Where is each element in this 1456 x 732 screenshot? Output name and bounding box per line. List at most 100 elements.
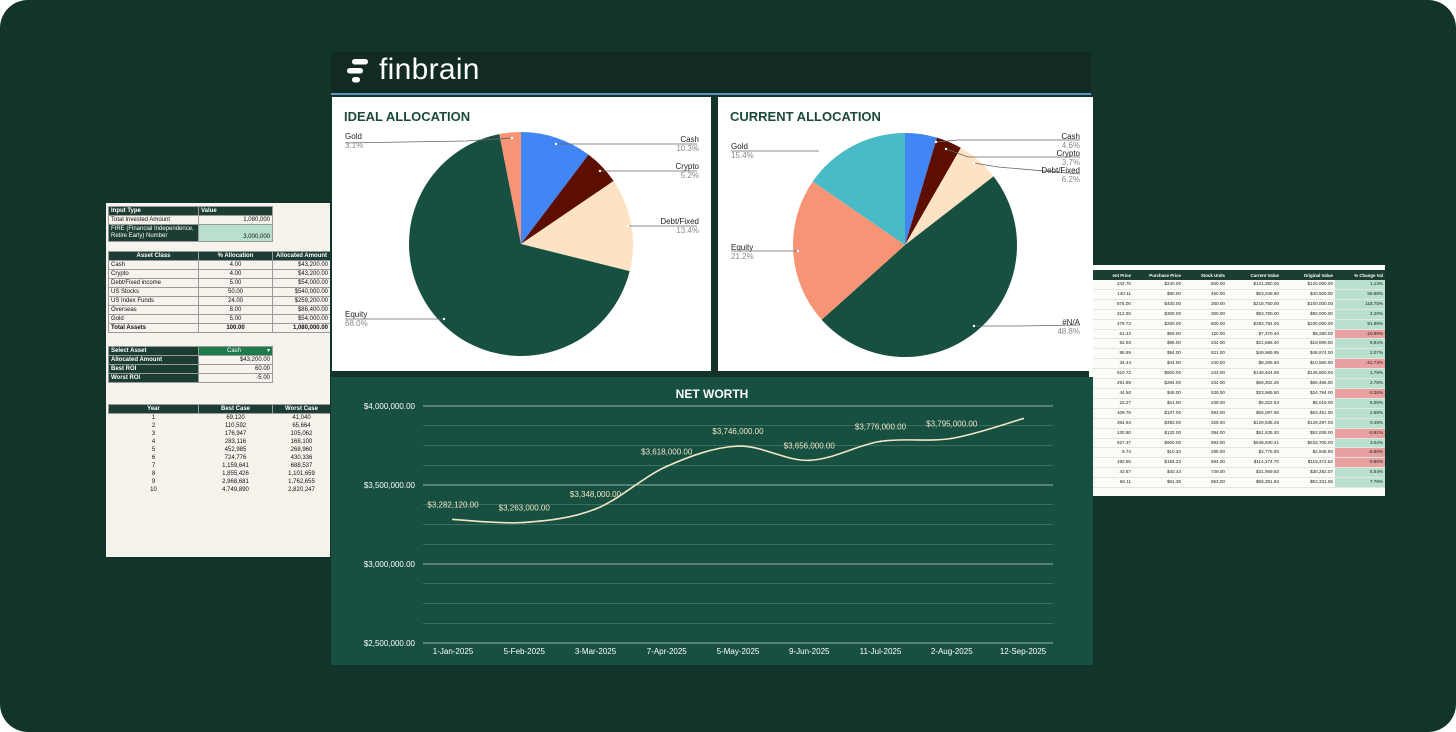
current-value-cell[interactable]: $114,374.70 xyxy=(1227,457,1281,469)
asset-amount-cell[interactable]: $54,000.00 xyxy=(272,278,330,288)
worst-case-cell[interactable]: 268,960 xyxy=(290,447,313,453)
asset-pct-cell[interactable]: 4.00 xyxy=(198,269,273,279)
best-roi-value[interactable]: 60.00 xyxy=(198,364,273,374)
purchase-price-cell[interactable]: $107.00 xyxy=(1133,408,1183,419)
asset-amount-cell[interactable]: $540,000.00 xyxy=(272,287,330,297)
purchase-price-cell[interactable]: $300.00 xyxy=(1133,309,1183,320)
pct-change-cell[interactable]: 0.49% xyxy=(1335,418,1385,429)
pie-slice-cash[interactable] xyxy=(905,133,937,245)
best-case-cell[interactable]: 4,749,890 xyxy=(222,487,249,493)
current-value-cell[interactable]: $121,350.00 xyxy=(1227,280,1281,290)
original-value-cell[interactable]: $63,451.00 xyxy=(1281,408,1335,419)
current-value-cell[interactable]: $93,780.00 xyxy=(1227,309,1281,320)
original-value-cell[interactable]: $48,974.00 xyxy=(1281,348,1335,360)
stock-units-cell[interactable]: 521.00 xyxy=(1183,348,1227,360)
current-price-cell[interactable]: 875.00 xyxy=(1089,299,1133,310)
pct-change-cell[interactable]: -3.26% xyxy=(1335,388,1385,399)
current-value-cell[interactable]: $56,391.83 xyxy=(1227,477,1281,489)
stock-units-cell[interactable]: 594.00 xyxy=(1183,457,1227,469)
asset-amount-cell[interactable]: $259,200.00 xyxy=(272,296,330,306)
current-value-cell[interactable]: $31,959.83 xyxy=(1227,467,1281,479)
pct-change-cell[interactable]: 2.58% xyxy=(1335,408,1385,419)
current-value-cell[interactable]: $8,265.60 xyxy=(1227,358,1281,370)
best-case-cell[interactable]: 69,120 xyxy=(226,415,245,421)
purchase-price-cell[interactable]: $393.00 xyxy=(1133,418,1183,429)
current-value-cell[interactable]: $5,322.53 xyxy=(1227,398,1281,409)
best-case-cell[interactable]: 176,947 xyxy=(224,431,247,437)
asset-pct-cell[interactable]: 5.00 xyxy=(198,314,273,324)
worst-roi-value[interactable]: -5.00 xyxy=(198,373,273,383)
pct-change-cell[interactable]: 2.78% xyxy=(1335,378,1385,389)
current-price-cell[interactable]: 291.89 xyxy=(1089,378,1133,389)
current-value-cell[interactable]: $129,935.26 xyxy=(1227,418,1281,429)
original-value-cell[interactable]: $100,000.00 xyxy=(1281,299,1335,310)
current-price-cell[interactable]: 9.74 xyxy=(1089,447,1133,459)
data-point[interactable] xyxy=(665,465,668,468)
original-value-cell[interactable]: $52,008.00 xyxy=(1281,428,1335,439)
current-price-cell[interactable]: 312.60 xyxy=(1089,309,1133,320)
year-cell[interactable]: 3 xyxy=(151,431,156,437)
original-value-cell[interactable]: $8,280.00 xyxy=(1281,329,1335,340)
pie-slice-crypto[interactable] xyxy=(905,137,961,245)
pct-change-cell[interactable]: 5.54% xyxy=(1335,467,1385,479)
worst-case-cell[interactable]: 1,101,659 xyxy=(288,471,315,477)
stock-units-cell[interactable]: 234.00 xyxy=(1183,378,1227,389)
asset-amount-cell[interactable]: $54,000.00 xyxy=(272,314,330,324)
purchase-price-cell[interactable]: $132.00 xyxy=(1133,428,1183,439)
current-value-cell[interactable]: $23,985.50 xyxy=(1227,388,1281,399)
original-value-cell[interactable]: $2,946.90 xyxy=(1281,447,1335,459)
current-price-cell[interactable]: 927.37 xyxy=(1089,438,1133,449)
pct-change-cell[interactable]: 2.07% xyxy=(1335,348,1385,360)
stock-units-cell[interactable]: 329.00 xyxy=(1183,418,1227,429)
dropdown-arrow-icon[interactable]: ▾ xyxy=(266,348,270,354)
pie-slice-equity[interactable] xyxy=(409,134,630,357)
pie-slice-crypto[interactable] xyxy=(521,154,614,244)
stock-units-cell[interactable]: 500.00 xyxy=(1183,280,1227,290)
pct-change-cell[interactable]: 1.79% xyxy=(1335,368,1385,380)
asset-amount-cell[interactable]: $43,200.00 xyxy=(272,260,330,270)
data-point[interactable] xyxy=(1022,417,1024,420)
current-value-cell[interactable]: $218,750.00 xyxy=(1227,299,1281,310)
data-point[interactable] xyxy=(523,521,526,524)
pct-change-cell[interactable]: 3.04% xyxy=(1335,438,1385,449)
current-value-cell[interactable]: $2,775.90 xyxy=(1227,447,1281,459)
purchase-price-cell[interactable]: $600.00 xyxy=(1133,368,1183,380)
year-cell[interactable]: 10 xyxy=(150,487,157,493)
data-point[interactable] xyxy=(594,508,597,511)
asset-name-cell[interactable]: Crypto xyxy=(108,269,199,279)
worst-case-cell[interactable]: 1,762,655 xyxy=(288,479,315,485)
year-cell[interactable]: 8 xyxy=(151,471,156,477)
asset-pct-cell[interactable]: 4.00 xyxy=(198,260,273,270)
pct-change-cell[interactable]: 1.13% xyxy=(1335,280,1385,290)
worst-case-cell[interactable]: 65,664 xyxy=(292,423,311,429)
year-cell[interactable]: 9 xyxy=(151,479,156,485)
stock-units-cell[interactable]: 240.00 xyxy=(1183,358,1227,370)
pct-change-cell[interactable]: -5.80% xyxy=(1335,447,1385,459)
year-cell[interactable]: 5 xyxy=(151,447,156,453)
current-value-cell[interactable]: $383,784.00 xyxy=(1227,319,1281,330)
data-point[interactable] xyxy=(950,437,953,440)
current-value-cell[interactable]: $21,668.40 xyxy=(1227,338,1281,350)
year-cell[interactable]: 7 xyxy=(151,463,156,469)
year-cell[interactable]: 6 xyxy=(151,455,156,461)
best-case-cell[interactable]: 2,968,681 xyxy=(222,479,249,485)
pct-change-cell[interactable]: -21.73% xyxy=(1335,358,1385,370)
pie-slice-cash[interactable] xyxy=(521,132,589,244)
current-price-cell[interactable]: 42.67 xyxy=(1089,467,1133,479)
pie-slice-gold[interactable] xyxy=(812,133,905,245)
original-value-cell[interactable]: $120,000.00 xyxy=(1281,280,1335,290)
select-asset-dropdown[interactable]: Cash ▾ xyxy=(198,346,273,356)
purchase-price-cell[interactable]: $90.00 xyxy=(1133,289,1183,300)
original-value-cell[interactable]: $19,890.00 xyxy=(1281,338,1335,350)
year-cell[interactable]: 2 xyxy=(151,423,156,429)
stock-units-cell[interactable]: 285.00 xyxy=(1183,447,1227,459)
original-value-cell[interactable]: $66,456.00 xyxy=(1281,378,1335,389)
current-price-cell[interactable]: 109.76 xyxy=(1089,408,1133,419)
purchase-price-cell[interactable]: $400.00 xyxy=(1133,299,1183,310)
current-value-cell[interactable]: $49,989.95 xyxy=(1227,348,1281,360)
pie-slice-n-a[interactable] xyxy=(821,176,1018,358)
original-value-cell[interactable]: $30,282.07 xyxy=(1281,467,1335,479)
original-value-cell[interactable]: $24,794.00 xyxy=(1281,388,1335,399)
stock-units-cell[interactable]: 593.00 xyxy=(1183,438,1227,449)
worst-case-cell[interactable]: 41,040 xyxy=(292,415,311,421)
